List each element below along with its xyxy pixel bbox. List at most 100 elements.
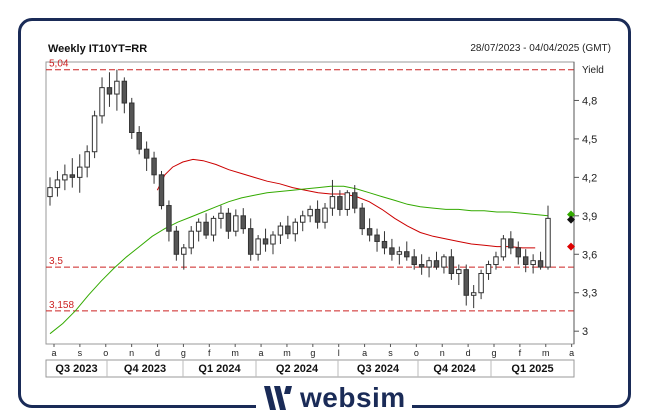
y-tick-label: 4,2 [582, 172, 597, 184]
candle-body [389, 247, 395, 255]
candle-body [195, 221, 202, 232]
x-month-label: a [362, 348, 367, 358]
x-month-label: f [208, 348, 211, 358]
candle-body [255, 238, 261, 255]
candle-body [136, 132, 142, 150]
candle-body [203, 221, 209, 236]
quarter-label: Q4 2024 [433, 363, 476, 375]
y-tick-label: 4,5 [582, 134, 597, 146]
candle-body [493, 256, 499, 266]
candle-body [433, 260, 440, 268]
candle-body [143, 148, 150, 159]
last-value-marker [567, 242, 575, 251]
candle-body [426, 260, 432, 268]
x-month-label: g [491, 348, 496, 358]
y-axis-label: Yield [582, 65, 604, 76]
x-month-label: m [542, 348, 550, 358]
candle-body [114, 80, 120, 95]
candle-body [99, 87, 105, 117]
candle-body [411, 256, 417, 266]
candle-body [307, 208, 313, 217]
x-month-label: a [569, 348, 574, 358]
moving-average-line [156, 158, 536, 249]
y-tick-label: 4,8 [582, 95, 597, 107]
candle-body [262, 238, 269, 245]
x-month-label: m [283, 348, 291, 358]
candle-body [233, 215, 239, 232]
reference-line-label: 5,04 [49, 59, 69, 70]
quarter-label: Q2 2024 [276, 363, 319, 375]
candle-body [441, 256, 447, 268]
candle-body [314, 208, 321, 223]
candle-body [299, 215, 306, 223]
candle-body [352, 192, 358, 209]
candle-body [470, 292, 477, 296]
candle-body [121, 80, 128, 104]
candle-body [225, 212, 232, 232]
candle-body [129, 102, 135, 133]
quarter-label: Q1 2024 [198, 363, 241, 375]
x-month-label: f [519, 348, 522, 358]
moving-average-line [49, 185, 549, 335]
y-tick-label: 3 [582, 326, 588, 338]
candle-body [515, 247, 521, 258]
candle-body [537, 260, 544, 268]
x-month-label: o [414, 348, 419, 358]
candle-body [151, 157, 157, 176]
candle-body [522, 256, 529, 266]
quarter-label: Q3 2024 [357, 363, 400, 375]
x-month-label: g [181, 348, 186, 358]
y-tick-label: 3,9 [582, 211, 597, 223]
websim-logo-text: websim [300, 382, 406, 413]
candle-body [448, 256, 455, 275]
candle-body [285, 225, 291, 235]
candle-body [240, 215, 246, 230]
candle-body [500, 238, 507, 258]
candle-body [374, 234, 380, 242]
candle-body [188, 230, 194, 249]
candle-body [62, 174, 68, 181]
last-value-marker [567, 210, 575, 219]
x-month-label: a [51, 348, 56, 358]
date-range: 28/07/2023 - 04/04/2025 (GMT) [470, 43, 611, 54]
candle-body [404, 251, 410, 258]
candle-body [247, 228, 254, 255]
y-tick-label: 3,3 [582, 288, 597, 300]
candle-body [508, 238, 514, 249]
candle-body [158, 174, 165, 207]
x-month-label: g [310, 348, 315, 358]
candle-body [210, 217, 217, 236]
quarter-label: Q4 2023 [124, 363, 166, 375]
x-month-label: n [440, 348, 445, 358]
candle-body [485, 264, 492, 275]
x-month-label: o [103, 348, 108, 358]
candle-body [322, 207, 328, 223]
candle-body [337, 196, 343, 210]
candle-body [418, 264, 425, 268]
x-month-label: l [338, 348, 340, 358]
candle-body [292, 221, 299, 235]
reference-line-label: 3,5 [49, 256, 63, 267]
candle-body [218, 212, 224, 219]
candle-body [181, 247, 187, 255]
candle-body [545, 217, 551, 268]
candle-body [54, 179, 61, 189]
candle-body [69, 174, 76, 178]
chart-title: Weekly IT10YT=RR [48, 43, 148, 55]
candle-body [530, 260, 536, 266]
last-value-marker [567, 215, 575, 224]
candle-body [277, 225, 284, 236]
x-month-label: a [259, 348, 264, 358]
candle-body [456, 269, 462, 274]
candle-body [344, 192, 351, 210]
candle-body [366, 228, 373, 236]
candle-body [91, 115, 98, 153]
x-month-label: s [78, 348, 83, 358]
candle-body [77, 166, 83, 178]
websim-logo-icon [264, 386, 292, 410]
candle-body [478, 273, 484, 294]
candle-body [270, 234, 276, 245]
candle-body [166, 205, 172, 232]
y-tick-label: 3,6 [582, 249, 597, 261]
